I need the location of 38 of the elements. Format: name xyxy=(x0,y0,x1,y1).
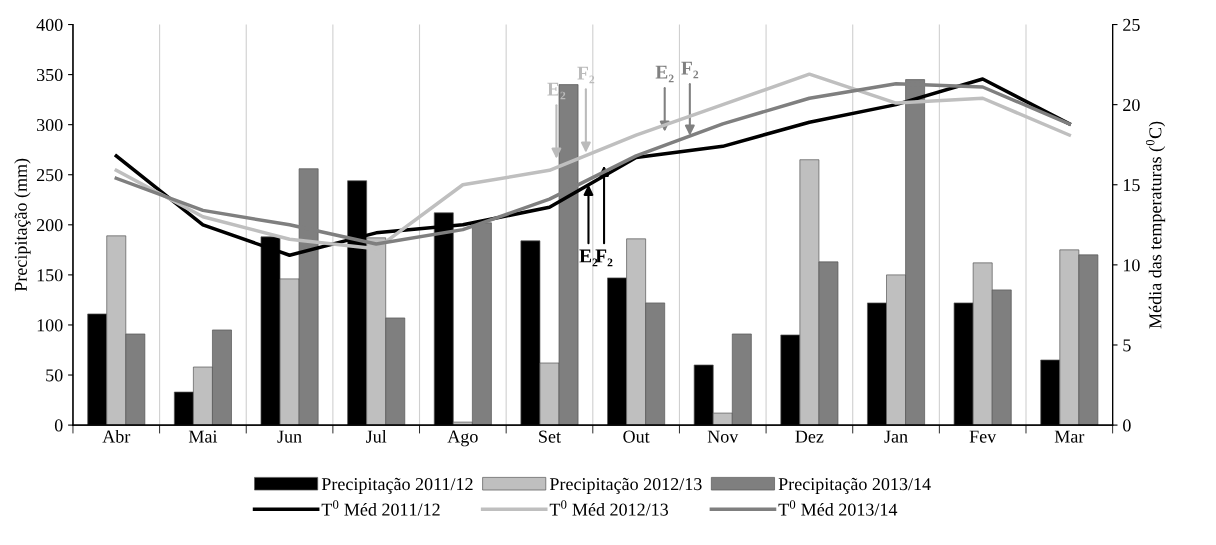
legend-label: T$^{0}$ Méd 2013/14 xyxy=(778,500,898,516)
y2-tick-label: 10 xyxy=(1123,259,1140,272)
y-tick-label: 150 xyxy=(37,269,63,282)
y-tick-label: 50 xyxy=(46,369,63,382)
x-tick-label: Jul xyxy=(366,429,387,443)
y2-axis-title: Média das temperaturas ($^{0}$C) xyxy=(1145,121,1166,329)
annotation: E₂ xyxy=(655,65,674,83)
y2-tick-label: 5 xyxy=(1123,339,1131,352)
x-tick-label: Set xyxy=(539,430,561,443)
x-tick-label: Nov xyxy=(707,430,739,443)
x-tick-label: Jun xyxy=(277,430,302,443)
y-tick-label: 250 xyxy=(36,169,63,182)
x-tick-label: Fev xyxy=(969,430,997,443)
legend-label: Precipitação 2012/13 xyxy=(549,477,702,494)
x-tick-label: Dez xyxy=(795,430,824,443)
y-tick-label: 0 xyxy=(54,419,63,432)
legend-label: T$^{0}$ Méd 2012/13 xyxy=(549,500,669,516)
legend-label: Precipitação 2011/12 xyxy=(321,477,473,494)
legend-label: Precipitação 2013/14 xyxy=(778,477,931,494)
annotation: F₂ xyxy=(577,66,595,84)
x-tick-label: Abr xyxy=(102,429,131,443)
y-axis-title: Precipitação (mm) xyxy=(14,158,31,292)
x-tick-label: Mai xyxy=(188,430,218,443)
annotation: F₂ xyxy=(681,61,699,79)
x-tick-label: Ago xyxy=(447,430,478,447)
y2-tick-label: 15 xyxy=(1123,179,1140,192)
x-tick-label: Mar xyxy=(1054,430,1085,443)
y-tick-label: 350 xyxy=(37,68,63,82)
legend-label: T$^{0}$ Méd 2011/12 xyxy=(321,500,440,516)
y2-tick-label: 25 xyxy=(1123,18,1140,31)
y2-tick-label: 20 xyxy=(1123,98,1140,112)
x-tick-label: Jan xyxy=(884,430,908,443)
y-tick-label: 400 xyxy=(36,18,63,31)
y2-tick-label: 0 xyxy=(1123,419,1131,432)
x-tick-label: Out xyxy=(623,430,650,443)
y-tick-label: 200 xyxy=(36,219,63,232)
y-tick-label: 100 xyxy=(37,319,63,332)
y-tick-label: 300 xyxy=(37,118,63,132)
